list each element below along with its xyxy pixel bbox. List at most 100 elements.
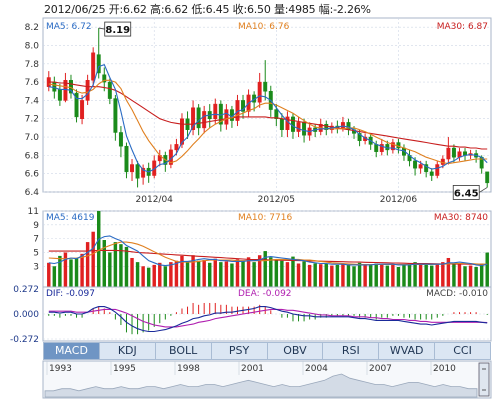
candle-body: [424, 164, 429, 173]
volume-bar: [219, 262, 223, 287]
candle-body: [141, 167, 146, 178]
volume-bar: [174, 260, 179, 287]
open-label: 开:: [108, 3, 124, 16]
candle-body: [263, 81, 268, 92]
macd-tick-label: -0.272: [10, 335, 39, 345]
volume-bar: [291, 256, 295, 287]
dea-line: [48, 308, 488, 328]
change-value: -2.26%: [333, 3, 371, 16]
price-tick-label: 7.6: [25, 78, 40, 88]
volume-bar: [319, 264, 323, 287]
candle-body: [446, 147, 451, 160]
volume-bar: [80, 253, 84, 287]
volume-bar: [158, 262, 162, 287]
volume-bar: [380, 264, 384, 287]
volume-bar: [213, 258, 217, 287]
price-tick-label: 6.4: [25, 188, 40, 198]
candle-body: [130, 164, 134, 173]
date-tick-label: 2012/04: [136, 195, 174, 205]
tab-rsi[interactable]: RSI: [323, 343, 380, 359]
volume-bar: [135, 262, 140, 287]
volume-bar: [91, 231, 95, 287]
price-tick-label: 8.0: [25, 41, 40, 51]
candle-body: [135, 164, 140, 179]
candle-body: [180, 118, 184, 145]
tab-obv[interactable]: OBV: [268, 343, 324, 359]
tab-cci[interactable]: CCI: [453, 344, 472, 357]
candle-body: [390, 142, 395, 151]
volume-bar: [169, 262, 173, 287]
tab-kdj[interactable]: KDJ: [100, 343, 156, 359]
candle-body: [96, 54, 101, 74]
price-tick-label: 6.6: [25, 170, 40, 180]
volume-bar: [130, 257, 134, 287]
close-value: 6.50: [246, 3, 271, 16]
volume-ma30-label: MA30: 8740: [434, 213, 488, 223]
volume-bar: [113, 242, 118, 287]
candle-body: [274, 109, 279, 119]
volume-ma5-label: MA5: 4619: [46, 213, 95, 223]
volume-bar: [252, 262, 256, 287]
volume-bar: [108, 252, 112, 287]
volume-bar: [141, 266, 145, 287]
candle-body: [296, 122, 301, 132]
dif-label: DIF: -0.097: [46, 289, 95, 299]
volume-bar: [280, 260, 284, 287]
volume-bar: [47, 262, 51, 287]
volume-bar: [330, 265, 334, 287]
volume-ma5-line: [48, 235, 488, 267]
tab-macd[interactable]: MACD: [44, 343, 100, 359]
volume-bar: [274, 260, 279, 287]
volume-bar: [374, 263, 378, 287]
volume-bar: [269, 257, 273, 287]
volume-bar: [63, 252, 68, 287]
candle-body: [80, 100, 85, 119]
candle-body: [91, 52, 96, 81]
volume-bar: [202, 260, 206, 287]
volume-label: 量:: [273, 3, 289, 16]
candle-body: [451, 147, 456, 158]
candle-body: [418, 164, 423, 169]
volume-bar: [463, 266, 467, 287]
date-tick-label: 2012/06: [380, 195, 418, 205]
volume-bar: [441, 262, 445, 287]
high-value: 6.62: [164, 3, 189, 16]
volume-bar: [74, 257, 79, 287]
volume-bar: [230, 263, 234, 287]
volume-bar: [407, 263, 412, 287]
volume-bar: [418, 264, 423, 287]
candle-body: [174, 144, 179, 151]
open-value: 6.62: [123, 3, 147, 16]
volume-ma10-label: MA10: 7716: [238, 213, 292, 223]
tab-psy[interactable]: PSY: [212, 343, 268, 359]
tab-boll[interactable]: BOLL: [156, 343, 212, 359]
volume-tick-label: 5: [33, 248, 39, 258]
history-year-label: 2010: [433, 364, 456, 374]
candle-body: [69, 80, 73, 94]
candle-body: [202, 111, 207, 129]
candle-body: [279, 118, 284, 130]
volume-bar: [479, 263, 484, 287]
low-callout-line: [479, 187, 488, 193]
candle-body: [324, 123, 329, 130]
candle-body: [124, 145, 129, 173]
volume-bar: [52, 266, 57, 287]
volume-bar: [185, 262, 190, 287]
volume-tick-label: 9: [33, 221, 39, 231]
ma30-line: [48, 81, 488, 150]
macd-tick-label: 0.272: [13, 285, 39, 295]
volume-bar: [324, 263, 328, 287]
volume-bar: [346, 264, 351, 287]
price-panel: [42, 17, 492, 193]
volume-bar: [224, 261, 229, 287]
history-year-label: 1998: [177, 364, 200, 374]
volume-bar: [368, 264, 373, 287]
history-year-label: 1995: [113, 364, 136, 374]
tab-wvad[interactable]: WVAD: [379, 343, 436, 359]
volume-bar: [341, 264, 345, 287]
volume-bar: [146, 267, 151, 287]
dif-line: [48, 306, 488, 333]
history-area: [44, 373, 478, 398]
volume-bar: [313, 263, 317, 287]
